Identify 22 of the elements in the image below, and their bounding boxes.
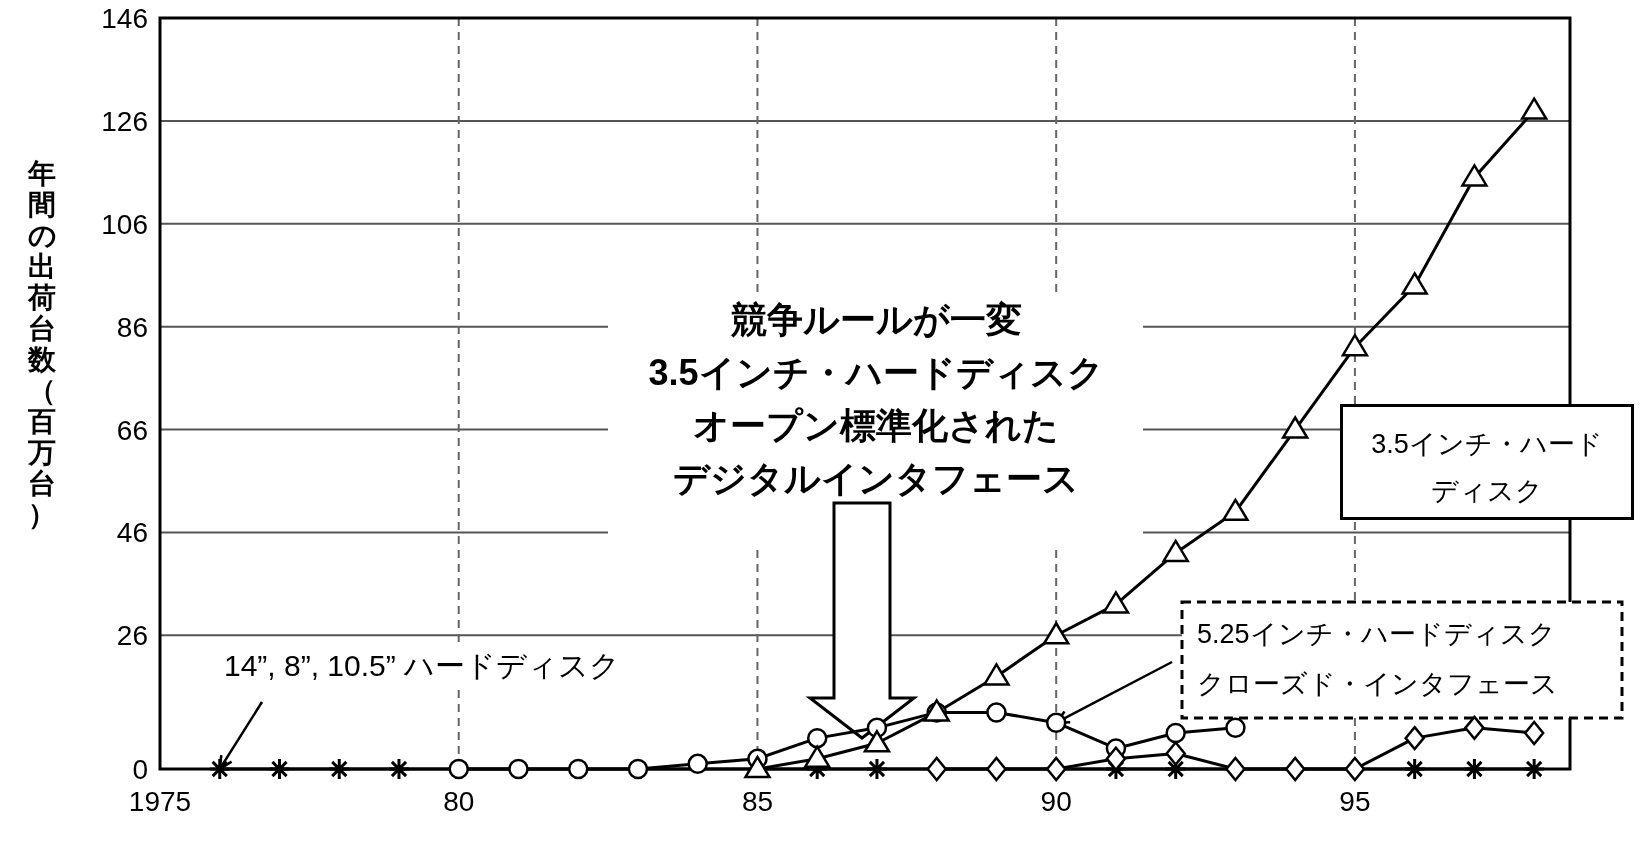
y-tick-label: 86 [116,311,148,343]
annotation: デジタルインタフェース [673,457,1079,501]
x-tick-label: 1975 [128,786,192,817]
annotation: 競争ルールが一変 [730,298,1022,342]
y-tick-label: 126 [101,105,148,137]
x-tick-label: 90 [1040,786,1072,817]
y-tick-label: 66 [116,414,148,446]
y-tick-label: 0 [132,754,148,785]
text: 年間の出荷台数（百万台） [27,158,57,530]
y-tick-label: 26 [116,620,148,652]
annotation: 5.25インチ・ハードディスク [1197,618,1556,651]
annotation: 14”, 8”, 10.5” ハードディスク [218,648,627,684]
y-tick-label: 46 [116,517,148,549]
x-tick-label: 85 [741,786,774,817]
x-tick-label: 95 [1339,786,1371,817]
annotation: 3.5インチ・ハードディスク [1340,404,1634,520]
annotation: クローズド・インタフェース [1197,668,1558,701]
x-tick-label: 80 [443,786,475,817]
annotation: オープン標準化された [693,404,1059,448]
y-tick-label: 106 [101,208,148,240]
annotation: 3.5インチ・ハードディスク [648,351,1104,395]
y-tick-label: 146 [101,3,148,34]
